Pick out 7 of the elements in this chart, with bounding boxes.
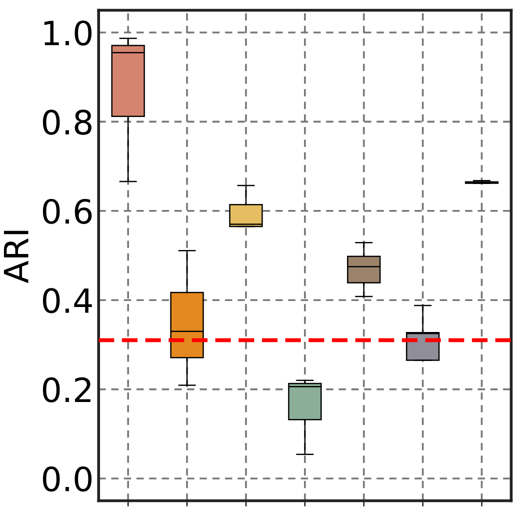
y-tick-label: 1.0: [44, 20, 92, 46]
y-tick-label: 0.6: [42, 198, 92, 224]
y-tick-label: 0.2: [42, 377, 90, 402]
y-axis-title: ARI: [4, 230, 28, 284]
y-tick-label: 0.0: [42, 466, 92, 492]
y-tick-label: 0.4: [42, 288, 92, 314]
y-tick-label: 0.8: [42, 110, 92, 135]
